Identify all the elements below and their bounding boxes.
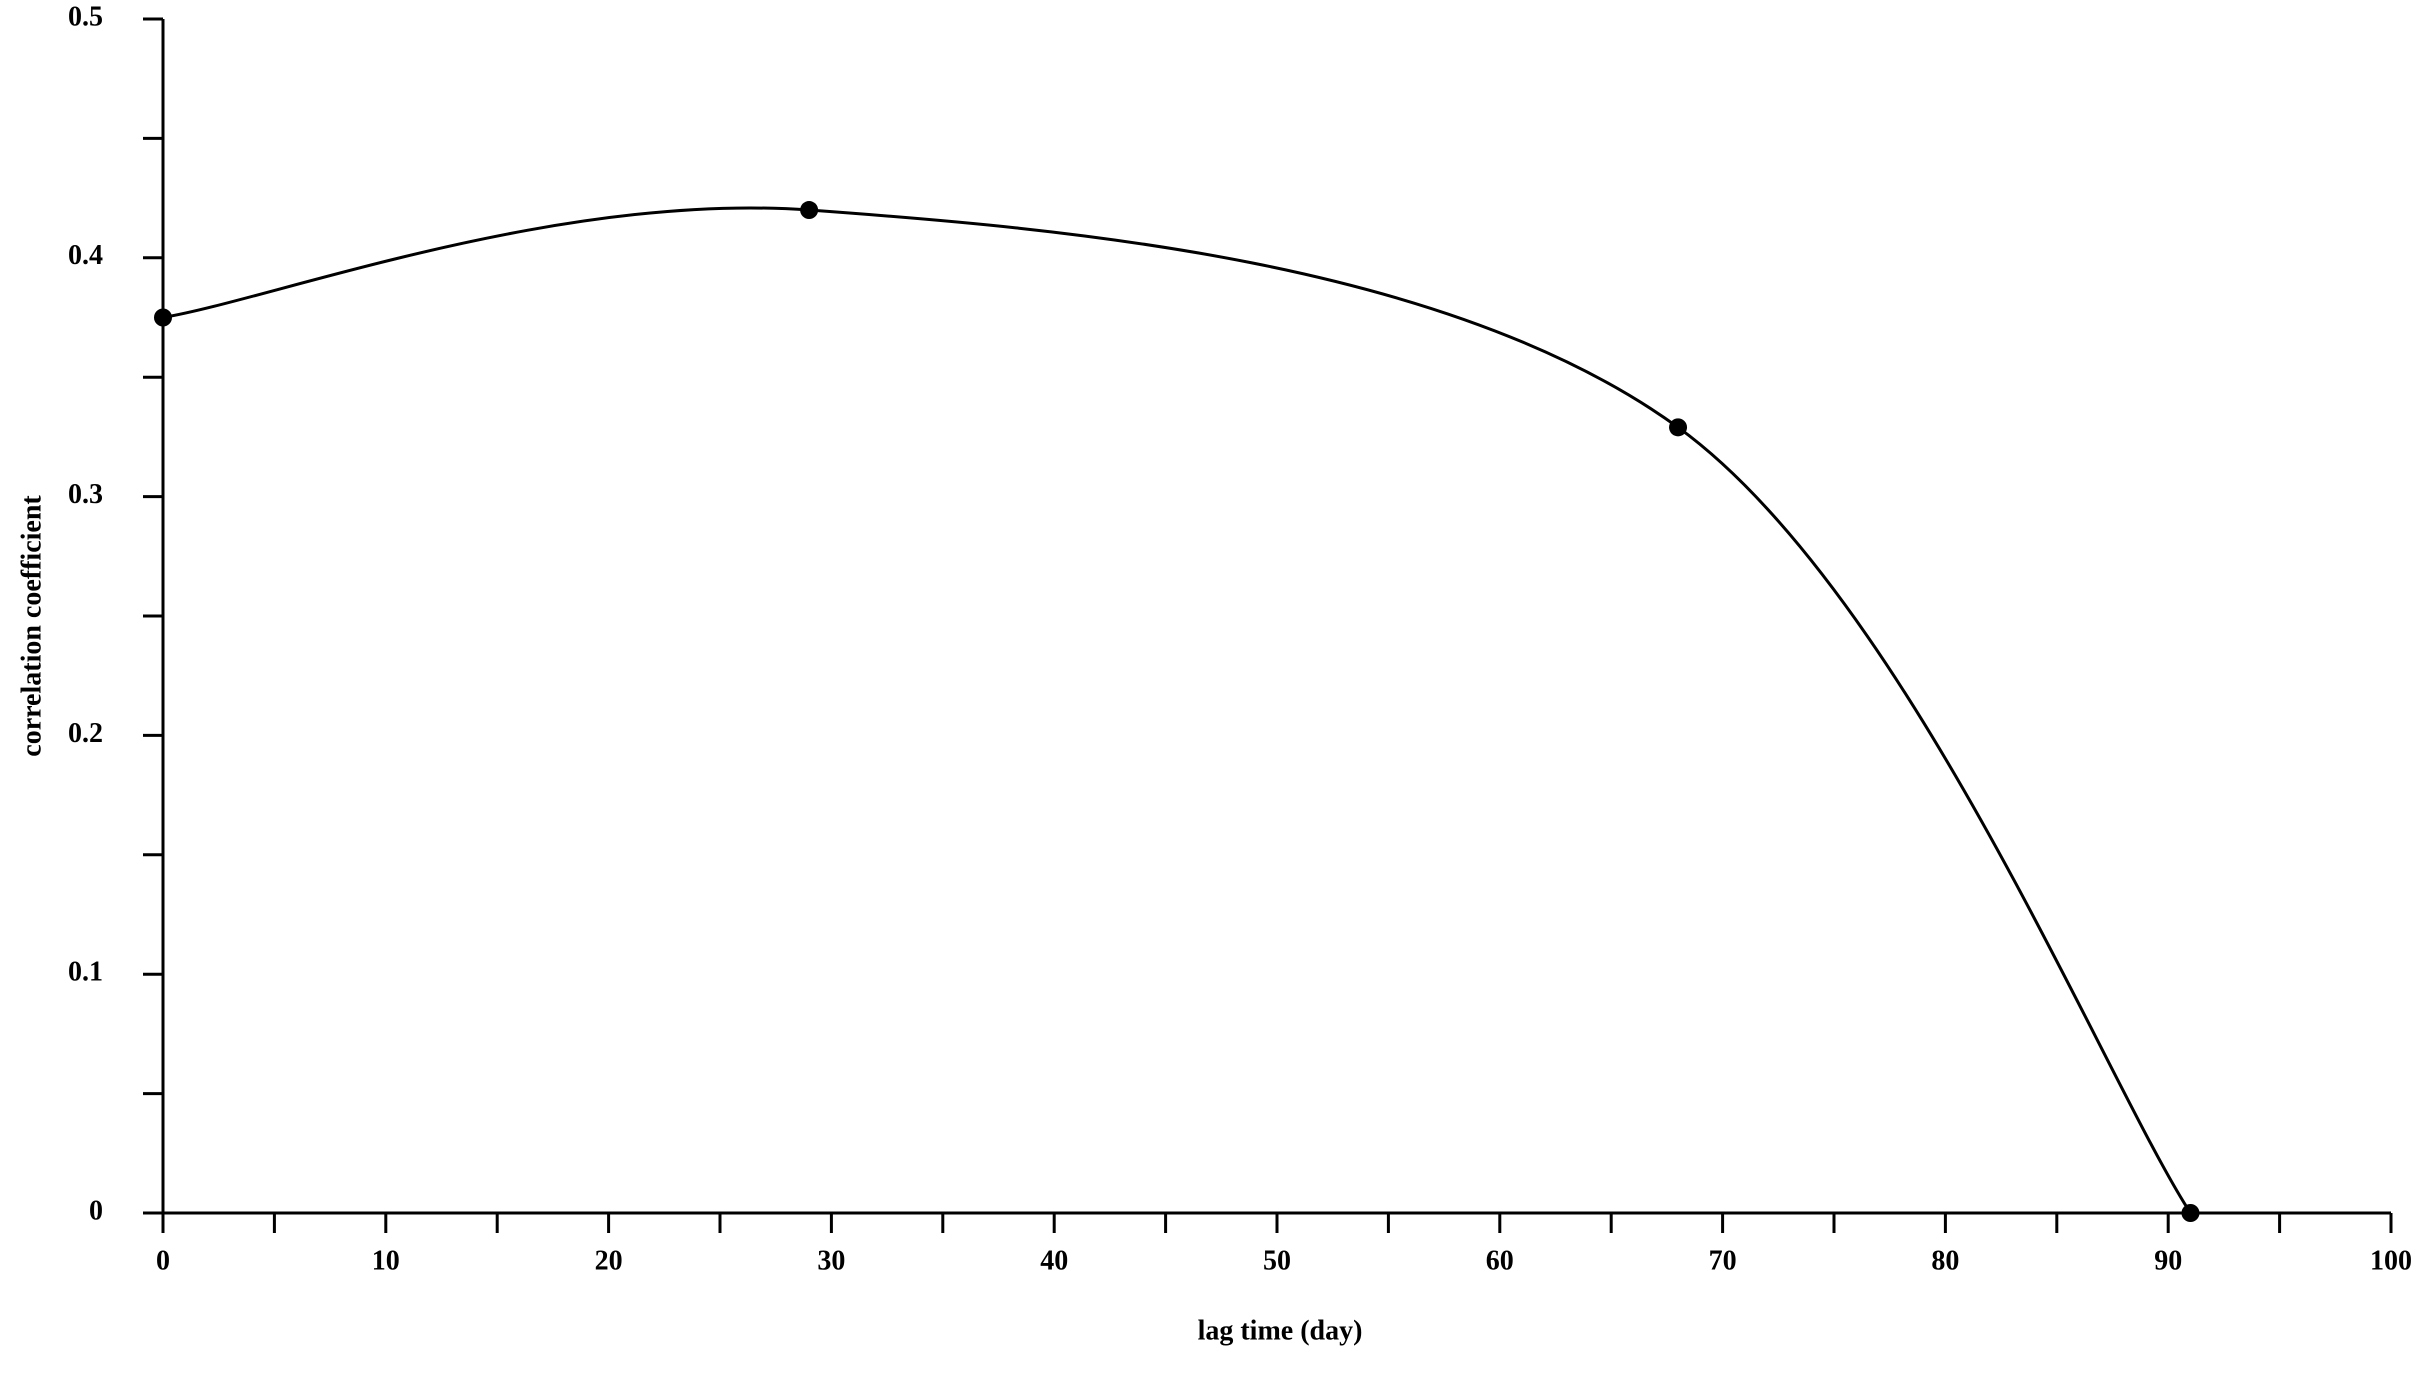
x-tick-label: 60 [1486, 1245, 1514, 1276]
x-tick-label: 10 [372, 1245, 400, 1276]
y-tick-label: 0.2 [68, 718, 103, 749]
line [162, 206, 2192, 1214]
y-tick-label: 0.3 [68, 479, 103, 510]
x-tick-label: 100 [2370, 1245, 2412, 1276]
point [800, 201, 819, 220]
x-tick-label: 40 [1040, 1245, 1068, 1276]
x-tick-label: 90 [2154, 1245, 2182, 1276]
x-tick-label: 30 [817, 1245, 845, 1276]
x-tick-label: 20 [595, 1245, 623, 1276]
y-tick-label: 0.5 [68, 1, 103, 32]
point [154, 308, 172, 327]
y-tick-label: 0 [89, 1195, 103, 1226]
x-tick-label: 0 [156, 1245, 170, 1276]
point [2181, 1204, 2200, 1222]
x-tick-label: 70 [1709, 1245, 1737, 1276]
x-axis-label: lag time (day) [1198, 1315, 1363, 1346]
y-tick-label: 0.4 [68, 240, 103, 271]
x-tick-label: 50 [1263, 1245, 1291, 1276]
y-axis-label: correlation coefficient [16, 495, 47, 757]
point [1669, 418, 1688, 437]
y-tick-label: 0.1 [68, 957, 103, 988]
x-tick-label: 80 [1931, 1245, 1959, 1276]
